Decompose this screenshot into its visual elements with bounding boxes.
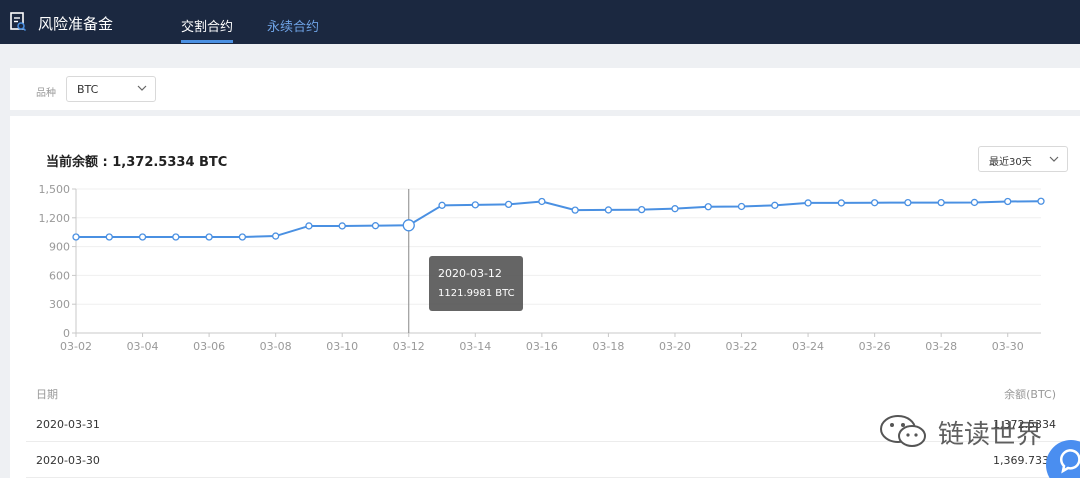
- x-tick-label: 03-20: [659, 340, 691, 353]
- data-point: [804, 199, 812, 207]
- data-point: [604, 206, 613, 214]
- data-point: [870, 199, 879, 207]
- data-point: [771, 201, 779, 209]
- row-date: 2020-03-30: [36, 454, 100, 467]
- x-tick-label: 03-28: [925, 340, 957, 353]
- x-tick-label: 03-06: [193, 340, 225, 353]
- data-point: [105, 233, 113, 241]
- symbol-select-value: BTC: [77, 83, 99, 96]
- data-point: [1004, 197, 1012, 206]
- tooltip-value: 1121.9981 BTC: [438, 288, 515, 299]
- y-tick-label: 1,200: [39, 212, 71, 225]
- data-point: [671, 205, 679, 213]
- chat-bubble-icon: [1059, 449, 1080, 474]
- x-tick-label: 03-02: [60, 340, 92, 353]
- series-line: [76, 200, 1042, 238]
- row-balance: 1,372.5334: [993, 418, 1056, 431]
- data-point: [471, 201, 479, 209]
- period-select[interactable]: 最近30天: [978, 146, 1068, 172]
- watermark-text: 链读世界: [938, 420, 1043, 450]
- active-tab-indicator: [181, 40, 233, 43]
- x-tick-label: 03-10: [326, 340, 358, 353]
- data-point: [904, 198, 912, 207]
- report-search-icon: [10, 12, 26, 32]
- data-point: [172, 233, 180, 241]
- tab-perpetual-contract[interactable]: 永续合约: [267, 20, 320, 35]
- data-point: [704, 203, 712, 211]
- x-tick-label: 03-04: [127, 340, 159, 353]
- data-point: [138, 233, 147, 241]
- chart-tooltip: 2020-03-12 1121.9981 BTC: [429, 256, 523, 311]
- y-tick-label: 300: [49, 298, 70, 311]
- x-tick-label: 03-14: [459, 340, 491, 353]
- data-point: [305, 222, 313, 230]
- table-header: 日期 余额(BTC): [10, 378, 1080, 408]
- x-tick-label: 03-08: [260, 340, 292, 353]
- data-point: [970, 198, 979, 207]
- data-point: [1037, 197, 1045, 205]
- row-balance: 1,369.7334: [993, 454, 1056, 467]
- data-point: [504, 200, 513, 209]
- data-point: [571, 206, 579, 214]
- symbol-select[interactable]: BTC: [66, 76, 156, 102]
- x-tick-label: 03-12: [393, 340, 425, 353]
- data-point: [438, 201, 446, 209]
- tooltip-date: 2020-03-12: [438, 267, 502, 280]
- y-tick-label: 1,500: [39, 183, 71, 196]
- current-balance-title: 当前余额 : 1,372.5334 BTC: [46, 155, 228, 170]
- data-point: [538, 197, 546, 206]
- chevron-down-icon: [137, 85, 147, 91]
- x-tick-label: 03-22: [726, 340, 758, 353]
- data-point: [338, 222, 346, 230]
- tab-delivery-contract[interactable]: 交割合约: [181, 20, 234, 35]
- x-tick-label: 03-30: [992, 340, 1024, 353]
- filter-panel: 品种 BTC: [10, 68, 1080, 110]
- row-date: 2020-03-31: [36, 418, 100, 431]
- x-tick-label: 03-26: [859, 340, 891, 353]
- x-tick-label: 03-24: [792, 340, 824, 353]
- x-tick-label: 03-16: [526, 340, 558, 353]
- table-row: 2020-03-31 1,372.5334: [26, 406, 1080, 442]
- data-point: [371, 222, 380, 230]
- balance-panel: 当前余额 : 1,372.5334 BTC 最近30天 0 300 600 900 1,…: [10, 116, 1080, 478]
- data-point: [638, 205, 646, 214]
- data-point: [272, 232, 280, 240]
- data-point: [72, 233, 80, 241]
- app-title: 风险准备金: [38, 15, 114, 33]
- column-header-date: 日期: [36, 388, 58, 401]
- data-point: [837, 199, 845, 207]
- period-select-value: 最近30天: [989, 157, 1032, 168]
- chat-button[interactable]: [1046, 440, 1080, 478]
- data-point: [402, 219, 415, 232]
- x-tick-label: 03-18: [592, 340, 624, 353]
- data-point: [238, 233, 247, 241]
- data-point: [937, 198, 945, 207]
- data-point: [737, 202, 746, 211]
- filter-label: 品种: [36, 88, 56, 99]
- y-tick-label: 0: [63, 327, 70, 340]
- wechat-icon: [880, 415, 926, 447]
- y-tick-label: 900: [49, 241, 70, 254]
- y-tick-label: 600: [49, 269, 70, 282]
- column-header-balance: 余额(BTC): [1004, 388, 1056, 401]
- chevron-down-icon: [1049, 156, 1059, 162]
- balance-line-chart: 0 300 600 900 1,200 1,500 03-02 03-04 03-06 03-08…: [39, 183, 1045, 353]
- top-navigation-bar: 风险准备金 交割合约 永续合约: [0, 0, 1080, 44]
- data-point: [205, 233, 213, 241]
- watermark: 链读世界: [876, 410, 1076, 454]
